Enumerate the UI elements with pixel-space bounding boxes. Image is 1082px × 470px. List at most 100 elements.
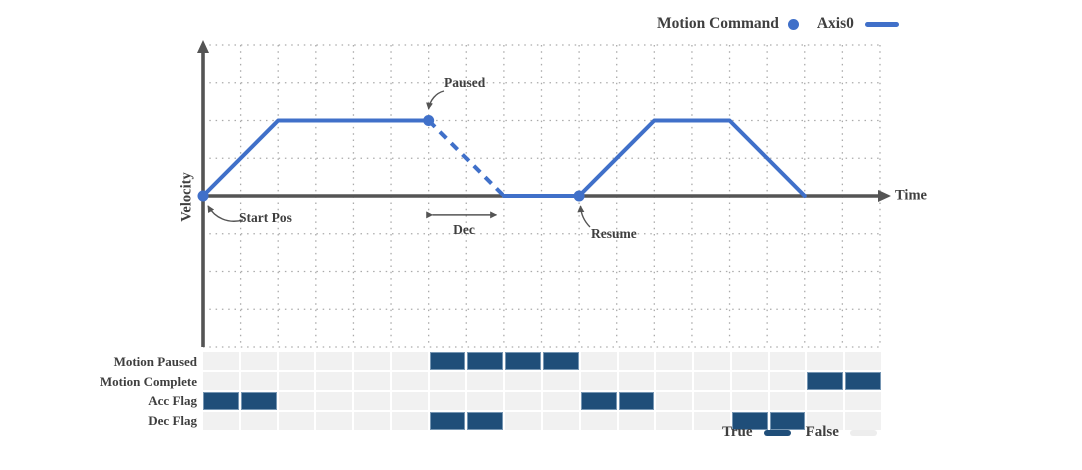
legend-true-label: True	[722, 424, 753, 440]
timing-cell-false	[580, 372, 617, 390]
timing-cell-false	[203, 352, 239, 370]
timing-cell-false	[316, 372, 353, 390]
axis0-line-icon	[864, 21, 899, 27]
timing-cell-false	[845, 352, 881, 370]
timing-row-label-acc-flag: Acc Flag	[148, 393, 197, 408]
timing-cell-false	[467, 392, 504, 410]
resume-annotation-arrow	[577, 205, 591, 228]
timing-cell-false	[543, 372, 579, 390]
timing-cell-false	[656, 372, 693, 390]
timing-cell-false	[240, 412, 277, 430]
timing-cell-false	[354, 412, 390, 430]
timing-cell-false	[694, 352, 730, 370]
motion-command-point	[423, 115, 435, 126]
timing-cell-false	[278, 372, 315, 390]
axis0-segment-solid	[501, 118, 807, 198]
timing-cell-false	[807, 352, 844, 370]
paused-annotation-arrow	[426, 90, 445, 110]
true-swatch-icon	[763, 429, 791, 436]
timing-cell-false	[543, 392, 579, 410]
timing-cell-true	[429, 412, 466, 430]
timing-cell-false	[240, 352, 277, 370]
timing-cell-false	[354, 372, 390, 390]
start-pos-annotation-arrow	[207, 205, 244, 222]
timing-cell-true	[467, 352, 504, 370]
legend-motion-command-label: Motion Command	[657, 15, 779, 32]
timing-cell-true	[769, 412, 806, 430]
motion-command-point	[573, 190, 585, 202]
timing-cell-false	[580, 412, 617, 430]
timing-cell-false	[618, 372, 655, 390]
axis0-segment-solid	[201, 118, 431, 198]
timing-cell-false	[694, 372, 730, 390]
timing-cell-false	[845, 412, 881, 430]
y-axis-arrow-icon	[197, 40, 209, 53]
timing-cell-false	[731, 392, 768, 410]
timing-cell-false	[240, 372, 277, 390]
timing-row-label-dec-flag: Dec Flag	[148, 413, 197, 428]
x-axis-arrow-icon	[878, 190, 891, 202]
axis0-velocity-line	[201, 118, 807, 198]
timing-cell-true	[240, 392, 277, 410]
false-swatch-icon	[849, 429, 877, 436]
timing-diagram-grid	[203, 352, 881, 430]
dotted-grid	[203, 44, 881, 348]
timing-cell-false	[467, 372, 504, 390]
timing-cell-false	[278, 412, 315, 430]
start-pos-annotation-label: Start Pos	[239, 210, 292, 225]
timing-cell-false	[505, 392, 541, 410]
timing-cell-false	[429, 372, 466, 390]
timing-cell-true	[845, 372, 881, 390]
timing-cell-false	[391, 372, 428, 390]
velocity-chart	[197, 40, 891, 348]
timing-cell-true	[807, 372, 844, 390]
timing-cell-true	[203, 392, 239, 410]
dec-annotation-label: Dec	[453, 222, 475, 237]
timing-cell-false	[694, 392, 730, 410]
timing-cell-false	[391, 412, 428, 430]
legend-false-label: False	[805, 424, 839, 440]
timing-cell-false	[618, 352, 655, 370]
timing-cell-true	[618, 392, 655, 410]
y-axis-label: Velocity	[178, 172, 195, 222]
timing-legend: True False	[722, 424, 877, 441]
timing-cell-false	[505, 372, 541, 390]
timing-cell-false	[807, 412, 844, 430]
timing-cell-false	[278, 352, 315, 370]
timing-cell-false	[769, 392, 806, 410]
timing-cell-false	[391, 352, 428, 370]
timing-cell-false	[316, 352, 353, 370]
timing-cell-false	[731, 372, 768, 390]
timing-cell-false	[278, 392, 315, 410]
motion-command-point	[197, 190, 209, 202]
timing-cell-false	[656, 352, 693, 370]
timing-cell-false	[505, 412, 541, 430]
timing-cell-false	[731, 352, 768, 370]
timing-cell-false	[354, 352, 390, 370]
timing-row-label-motion-complete: Motion Complete	[99, 374, 197, 389]
timing-cell-false	[769, 372, 806, 390]
motion-command-dot-icon	[787, 18, 799, 30]
timing-cell-false	[391, 392, 428, 410]
chart-legend: Motion Command Axis0	[657, 15, 899, 33]
timing-cell-true	[429, 352, 466, 370]
timing-cell-false	[543, 412, 579, 430]
paused-annotation-label: Paused	[444, 75, 486, 90]
timing-cell-true	[467, 412, 504, 430]
timing-cell-true	[580, 392, 617, 410]
timing-cell-false	[694, 412, 730, 430]
timing-cell-true	[505, 352, 541, 370]
timing-cell-true	[543, 352, 579, 370]
timing-cell-false	[845, 392, 881, 410]
timing-cell-false	[656, 412, 693, 430]
timing-cell-false	[580, 352, 617, 370]
legend-axis0-label: Axis0	[816, 15, 854, 32]
timing-cell-false	[429, 392, 466, 410]
timing-cell-false	[203, 412, 239, 430]
x-axis-label: Time	[895, 187, 927, 204]
timing-cell-false	[618, 412, 655, 430]
timing-cell-false	[769, 352, 806, 370]
motion-command-points	[197, 115, 585, 202]
timing-cell-false	[807, 392, 844, 410]
